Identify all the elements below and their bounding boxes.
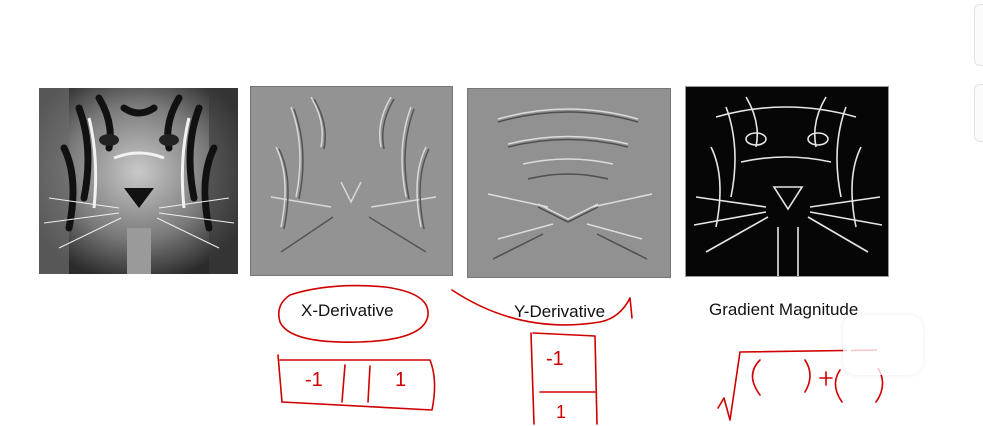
- side-tab-middle[interactable]: [974, 84, 983, 142]
- y-derivative-label: Y-Derivative: [514, 302, 606, 321]
- tiger-y-derivative-image: [467, 88, 671, 278]
- x-kernel-box: [279, 359, 436, 411]
- video-play-button[interactable]: [843, 315, 923, 375]
- y-kernel-value-minus-one: -1: [546, 348, 564, 370]
- tiger-x-derivative-image: [250, 86, 453, 276]
- x-kernel-value-one: 1: [395, 369, 407, 391]
- x-label-circle: [277, 284, 429, 343]
- x-derivative-label: X-Derivative: [301, 301, 394, 320]
- gradient-magnitude-label: Gradient Magnitude: [709, 300, 859, 319]
- side-tab-top[interactable]: [974, 4, 983, 66]
- tiger-original-image: [39, 88, 238, 274]
- y-kernel-value-one: 1: [556, 402, 567, 422]
- sqrt-sign: [717, 349, 881, 421]
- y-kernel-box: [532, 332, 598, 425]
- tiger-gradient-magnitude-image: [685, 86, 889, 277]
- x-kernel-value-minus-one: -1: [305, 369, 323, 391]
- y-label-arc: [451, 289, 633, 326]
- play-icon: [847, 317, 919, 368]
